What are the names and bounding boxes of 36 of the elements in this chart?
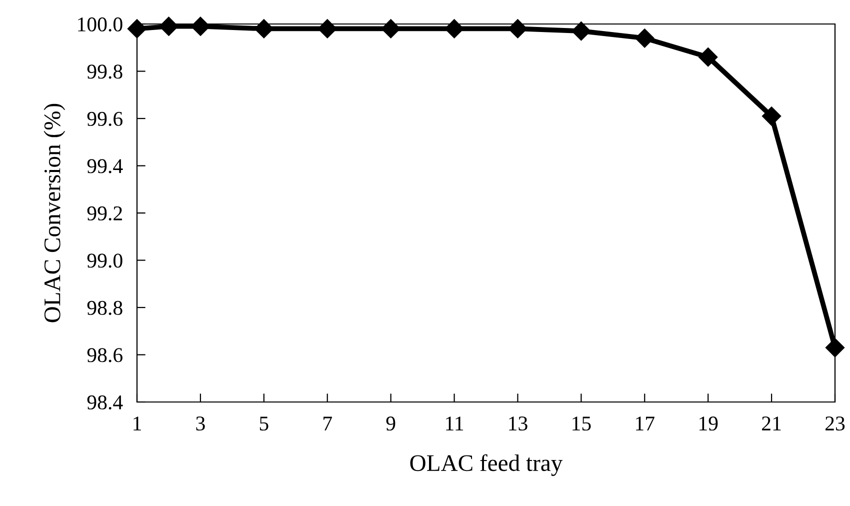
x-tick-label: 21	[762, 416, 781, 430]
x-tick-label: 23	[826, 416, 845, 431]
x-tick-label: 7	[324, 416, 332, 430]
y-tick-label: 100.0	[78, 17, 122, 32]
x-tick-label: 17	[636, 416, 654, 430]
point	[159, 16, 178, 36]
x-tick-label: 15	[572, 416, 591, 431]
point	[381, 19, 400, 38]
point	[762, 106, 782, 126]
point	[127, 19, 147, 38]
y-axis-title: OLAC Conversion (%)	[44, 104, 66, 322]
point	[572, 22, 591, 41]
point	[444, 19, 464, 38]
y-tick-label: 99.8	[87, 64, 122, 79]
y-tick-label: 98.4	[87, 395, 123, 410]
x-tick-label: 5	[260, 416, 268, 431]
point	[635, 28, 654, 48]
point	[254, 19, 274, 38]
x-tick-label: 13	[509, 416, 528, 431]
point	[698, 48, 718, 67]
point	[318, 19, 337, 38]
y-tick-label: 98.8	[87, 300, 122, 316]
x-tick-label: 11	[446, 416, 464, 430]
x-tick-label: 3	[196, 416, 205, 431]
y-tick-label: 98.6	[87, 348, 122, 362]
y-tick-label: 99.2	[87, 206, 122, 221]
y-tick-label: 99.0	[87, 254, 122, 268]
point	[825, 338, 845, 358]
y-tick-label: 99.6	[87, 112, 122, 126]
point	[508, 19, 528, 38]
y-tick-label: 99.4	[87, 159, 123, 174]
x-axis-title: OLAC feed tray	[410, 454, 563, 476]
x-tick-label: 9	[386, 416, 396, 431]
x-tick-label: 19	[700, 416, 718, 431]
point	[190, 16, 210, 36]
x-tick-label: 1	[134, 416, 141, 430]
